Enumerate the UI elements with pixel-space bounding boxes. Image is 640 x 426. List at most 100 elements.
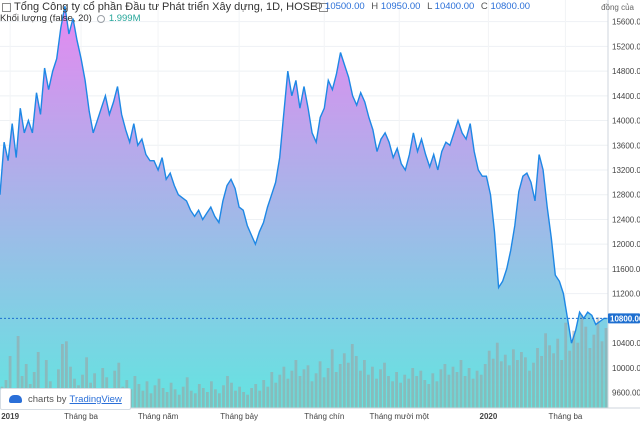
- volume-bar: [141, 390, 145, 408]
- volume-bar: [451, 366, 455, 408]
- volume-bar: [427, 384, 431, 408]
- volume-bar: [439, 369, 443, 408]
- volume-bar: [475, 370, 479, 408]
- volume-bar: [596, 317, 600, 408]
- tradingview-attribution[interactable]: charts by TradingView: [0, 388, 131, 410]
- volume-bar: [443, 364, 447, 408]
- y-tick-label: 13600.00: [612, 141, 640, 150]
- volume-bar: [556, 338, 560, 408]
- volume-bar: [234, 390, 237, 408]
- y-tick-label: 12000.00: [612, 240, 640, 249]
- volume-bar: [226, 376, 229, 408]
- volume-bar: [415, 376, 419, 408]
- volume-bars: [0, 314, 608, 408]
- volume-bar: [133, 376, 137, 408]
- volume-bar: [367, 374, 370, 408]
- tradingview-link[interactable]: TradingView: [69, 393, 122, 405]
- volume-bar: [230, 382, 233, 408]
- volume-bar: [286, 378, 290, 408]
- last-price-badge: 10800.00: [608, 313, 640, 324]
- y-tick-label: 11200.00: [612, 290, 640, 299]
- volume-bar: [153, 385, 157, 408]
- volume-bar: [36, 352, 40, 408]
- volume-bar: [210, 381, 213, 408]
- open-value: 10500.00: [325, 1, 365, 12]
- x-tick-label: 2019: [1, 412, 19, 421]
- y-tick-label: 12800.00: [612, 191, 640, 200]
- legend-toggle-icon[interactable]: [319, 2, 329, 12]
- collapse-legend-icon[interactable]: [2, 2, 11, 12]
- volume-bar: [419, 370, 423, 408]
- volume-bar: [471, 378, 475, 408]
- close-key: C: [480, 1, 488, 12]
- volume-bar: [149, 393, 153, 408]
- volume-bar: [552, 353, 555, 408]
- volume-legend-label: Khối lượng (false, 20): [0, 13, 92, 24]
- volume-bar: [250, 388, 253, 408]
- volume-bar: [350, 344, 354, 408]
- volume-bar: [218, 393, 221, 408]
- x-tick-label: Tháng ba: [549, 412, 583, 421]
- volume-bar: [117, 362, 121, 408]
- volume-bar: [169, 382, 173, 408]
- volume-bar: [326, 368, 330, 408]
- volume-bar: [459, 360, 463, 408]
- volume-bar: [222, 385, 225, 408]
- volume-bar: [548, 345, 551, 408]
- volume-bar: [572, 330, 576, 408]
- volume-bar: [201, 388, 205, 408]
- volume-bar: [157, 378, 161, 408]
- volume-bar: [407, 378, 411, 408]
- volume-bar: [524, 357, 527, 408]
- currency-label: đồng của: [601, 3, 634, 12]
- volume-bar: [391, 381, 394, 408]
- volume-bar: [592, 334, 596, 408]
- volume-bar: [383, 362, 386, 408]
- volume-bar: [282, 366, 286, 408]
- volume-bar: [238, 386, 241, 408]
- close-value: 10800.00: [490, 1, 531, 12]
- y-tick-label: 10000.00: [612, 364, 640, 373]
- attribution-prefix: charts by: [28, 393, 67, 405]
- volume-bar: [560, 360, 564, 408]
- x-tick-label: Tháng mười một: [369, 412, 429, 421]
- volume-bar: [137, 384, 141, 408]
- y-tick-label: 14400.00: [612, 92, 640, 101]
- volume-bar: [16, 336, 20, 408]
- volume-bar: [379, 369, 382, 408]
- volume-bar: [387, 376, 390, 408]
- x-axis[interactable]: 2019 Tháng ba Tháng năm Tháng bảy Tháng chín…: [1, 412, 583, 421]
- volume-bar: [306, 365, 310, 408]
- x-tick-label: Tháng ba: [64, 412, 98, 421]
- volume-bar: [411, 368, 415, 408]
- settings-icon[interactable]: [96, 14, 105, 23]
- price-area-fill: [0, 6, 608, 408]
- high-value: 10950.00: [380, 1, 421, 12]
- volume-bar: [512, 349, 515, 408]
- volume-bar: [423, 380, 427, 408]
- volume-bar: [544, 333, 547, 408]
- volume-bar: [371, 366, 374, 408]
- volume-bar: [246, 394, 249, 408]
- volume-bar: [258, 390, 262, 408]
- volume-bar: [177, 394, 181, 408]
- volume-bar: [403, 374, 407, 408]
- high-key: H: [371, 1, 379, 12]
- volume-bar: [600, 341, 604, 408]
- volume-bar: [342, 353, 346, 408]
- volume-bar: [254, 384, 258, 408]
- volume-bar: [584, 326, 588, 408]
- open-key: O: [315, 1, 323, 12]
- volume-bar: [564, 322, 568, 408]
- volume-bar: [604, 328, 608, 408]
- volume-bar: [363, 360, 366, 408]
- volume-bar: [214, 389, 217, 408]
- volume-bar: [435, 381, 439, 408]
- volume-bar: [85, 357, 88, 408]
- volume-bar: [576, 342, 580, 408]
- volume-bar: [532, 362, 535, 408]
- y-axis[interactable]: 9600.00 10000.00 10400.00 10800.00 11200.00 1…: [612, 18, 640, 398]
- volume-bar: [262, 380, 266, 408]
- volume-bar: [528, 370, 531, 408]
